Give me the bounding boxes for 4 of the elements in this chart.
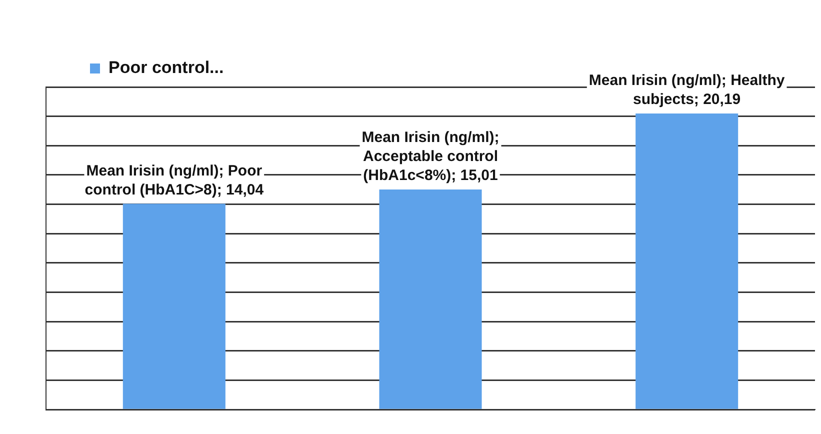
data-label: Mean Irisin (ng/ml); Poor control (HbA1C>8); 14,04 (84, 162, 264, 198)
legend-label: Poor control... (108, 58, 224, 78)
data-label: Mean Irisin (ng/ml); Acceptable control (HbA1c<8%); 15,01 (362, 129, 500, 184)
data-label: Mean Irisin (ng/ml); Healthy subjects; 20,19 (588, 72, 786, 108)
